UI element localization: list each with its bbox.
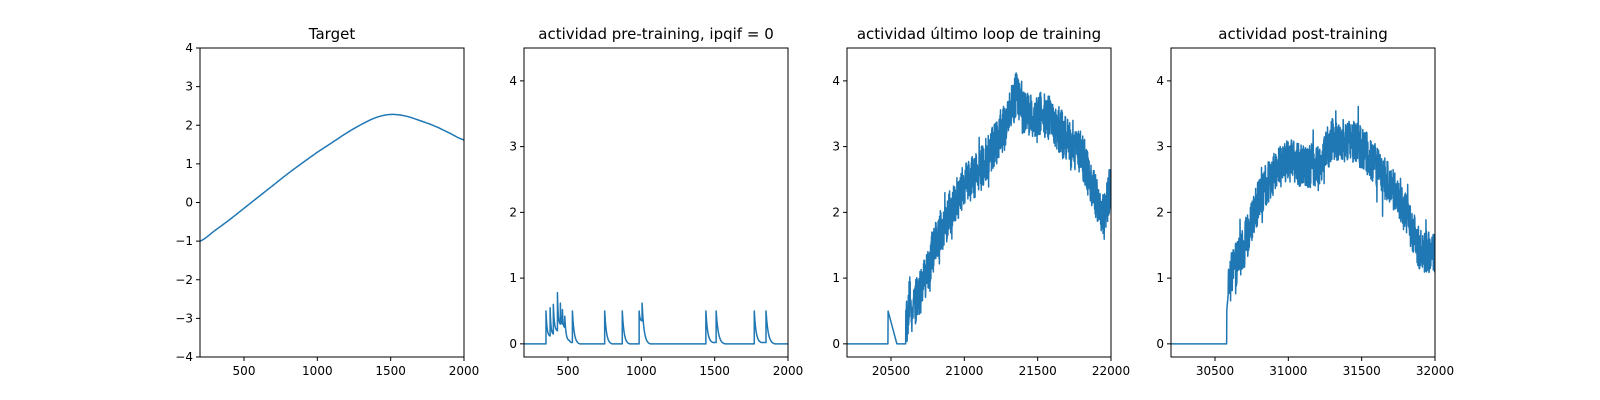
y-tick-label: 0 (1156, 337, 1164, 351)
series-line (200, 113, 464, 242)
chart-title: Target (308, 25, 356, 43)
y-tick-label: 3 (185, 80, 193, 94)
chart-title: actividad último loop de training (857, 25, 1101, 43)
y-tick-label: 0 (185, 196, 193, 210)
x-tick-label: 31000 (1269, 364, 1307, 378)
axes-4: 30500 31000 31500 32000 0 1 2 3 4 actividad post-… (1156, 25, 1454, 378)
y-tick-label: 2 (1156, 205, 1164, 219)
y-tick-label: 2 (832, 205, 840, 219)
series-line (524, 291, 788, 345)
axes-frame (199, 47, 465, 358)
x-tick-label: 30500 (1196, 364, 1234, 378)
x-tick-label: 1000 (302, 364, 333, 378)
axes-frame (1170, 47, 1436, 358)
x-tick-label: 500 (557, 364, 580, 378)
x-tick-label: 2000 (773, 364, 804, 378)
x-tick-label: 1500 (699, 364, 730, 378)
y-tick-label: 4 (185, 41, 193, 55)
y-tick-label: 1 (185, 157, 193, 171)
series-line (1171, 105, 1435, 345)
axes-frame (846, 47, 1112, 358)
x-tick-label: 32000 (1416, 364, 1454, 378)
x-tick-label: 2000 (449, 364, 480, 378)
y-tick-label: 3 (832, 140, 840, 154)
y-tick-label: 4 (509, 74, 517, 88)
y-tick-label: 2 (509, 205, 517, 219)
y-tick-label: 4 (832, 74, 840, 88)
x-tick-label: 500 (233, 364, 256, 378)
y-tick-label: −3 (175, 311, 193, 325)
x-tick-label: 20500 (872, 364, 910, 378)
axes-3: 20500 21000 21500 22000 0 1 2 3 4 actividad últim… (832, 25, 1130, 378)
x-tick-label: 1500 (375, 364, 406, 378)
y-tick-label: 3 (1156, 140, 1164, 154)
y-tick-label: 2 (185, 118, 193, 132)
axes-1: 500 1000 1500 2000 −4 −3 −2 −1 0 1 2 3 4 Target (175, 25, 479, 378)
y-tick-label: 4 (1156, 74, 1164, 88)
axes-2: 500 1000 1500 2000 0 1 2 3 4 actividad pre-traini… (509, 25, 803, 378)
x-tick-label: 31500 (1343, 364, 1381, 378)
x-tick-label: 21000 (945, 364, 983, 378)
y-tick-label: −4 (175, 350, 193, 364)
y-tick-label: 0 (509, 337, 517, 351)
series-line (847, 72, 1111, 345)
y-tick-label: 3 (509, 140, 517, 154)
y-tick-label: −2 (175, 273, 193, 287)
x-tick-label: 21500 (1019, 364, 1057, 378)
chart-title: actividad post-training (1218, 25, 1387, 43)
x-tick-label: 1000 (626, 364, 657, 378)
y-tick-label: 1 (1156, 271, 1164, 285)
axes-frame (523, 47, 789, 358)
y-tick-label: −1 (175, 234, 193, 248)
y-tick-label: 1 (509, 271, 517, 285)
x-tick-label: 22000 (1092, 364, 1130, 378)
y-tick-label: 1 (832, 271, 840, 285)
y-tick-label: 0 (832, 337, 840, 351)
chart-title: actividad pre-training, ipqif = 0 (538, 25, 774, 43)
